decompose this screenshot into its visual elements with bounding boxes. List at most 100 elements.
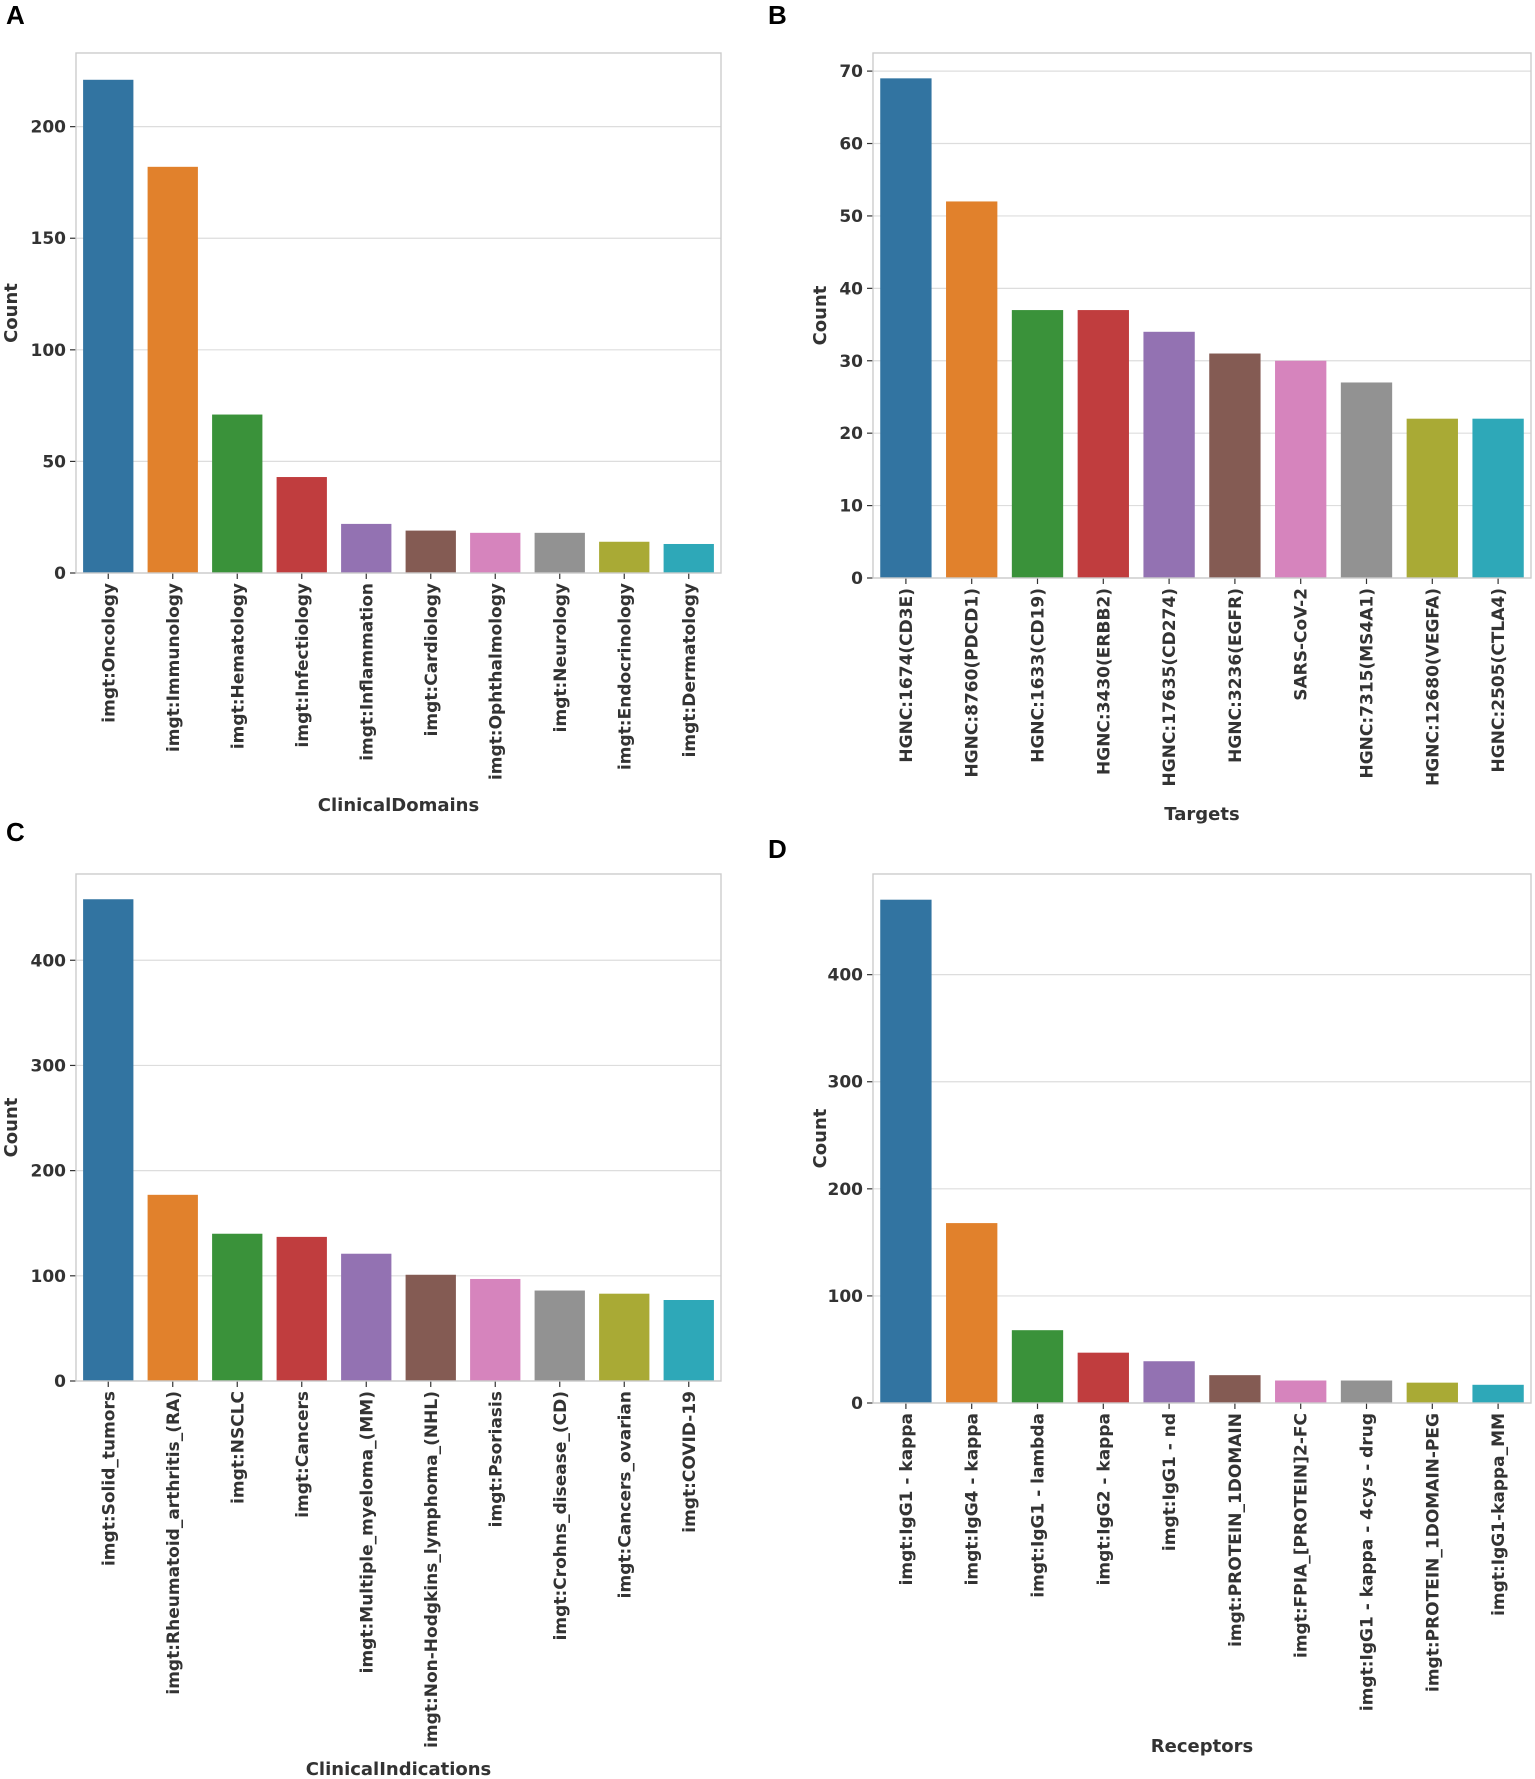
panel-d-bar: [1143, 1361, 1195, 1403]
panel-b-xtick-label: HGNC:3430(ERBB2): [1094, 588, 1114, 775]
panel-c-xtick-label: imgt:NSCLC: [228, 1391, 248, 1504]
panel-d-bar: [880, 899, 932, 1403]
panel-b-bar: [880, 78, 932, 579]
panel-b-bar: [1011, 310, 1064, 578]
panel-c-bar: [276, 1236, 327, 1381]
panel-c-xtick-label: imgt:Crohns_disease_(CD): [551, 1391, 571, 1640]
panel-letter-d: D: [768, 834, 787, 864]
panel-c-bar: [534, 1290, 585, 1381]
panel-b-bar: [1209, 353, 1261, 578]
panel-a-xtick-label: imgt:Hematology: [228, 583, 248, 749]
panel-d-ytick-label: 200: [828, 1180, 864, 1200]
panel-d-xtick-label: imgt:IgG2 - kappa: [1094, 1413, 1114, 1585]
panel-d-bar: [1406, 1382, 1458, 1403]
panel-d-xtick-label: imgt:IgG1-kappa_MM: [1489, 1413, 1509, 1616]
panel-d-plot: 0 100 200 300 400 imgt:IgG1 - kappa imgt:IgG4 …: [810, 873, 1532, 1757]
panel-d-bar: [1011, 1330, 1064, 1403]
panel-c-bar: [599, 1293, 650, 1381]
panel-c-bar: [405, 1274, 456, 1381]
panel-b-bar: [1340, 382, 1393, 578]
panel-b-xtick-label: HGNC:8760(PDCD1): [963, 588, 983, 778]
panel-d-xtick-label: imgt:FPIA_[PROTEIN]2-FC: [1292, 1413, 1312, 1658]
panel-a-plot: 0 50 100 150 200 imgt:Oncology imgt:Immunology…: [1, 52, 722, 816]
panel-b-ytick-label: 20: [839, 424, 863, 444]
panel-a-xtick-label: imgt:Neurology: [551, 583, 571, 732]
panel-c-xtick-label: imgt:Solid_tumors: [99, 1391, 119, 1566]
panel-c-bar: [83, 899, 134, 1381]
panel-b-ytick-label: 10: [839, 497, 863, 517]
panel-c-xtick-label: imgt:COVID-19: [680, 1391, 700, 1533]
panel-a-xtick-label: imgt:Endocrinology: [615, 583, 635, 770]
panel-a-xtick-label: imgt:Immunology: [164, 583, 184, 752]
panel-d-bar: [1340, 1380, 1393, 1403]
panel-d-ylabel: Count: [810, 1108, 831, 1168]
panel-b-plot: 0 10 20 30 40 50 60 70 HGNC:1674(CD3E) HGNC:8760(…: [810, 52, 1532, 825]
panel-b-bar: [1406, 418, 1458, 578]
panel-d-xtick-label: imgt:IgG1 - kappa - 4cys - drug: [1358, 1413, 1378, 1711]
panel-c-bar: [147, 1194, 198, 1381]
panel-c-bar: [663, 1300, 714, 1381]
panel-letter-b: B: [768, 0, 787, 30]
panel-d-xtick-label: imgt:IgG4 - kappa: [963, 1413, 983, 1585]
panel-a: A 0 50 100 150 200 imgt:Oncology imgt:Immunolo…: [1, 0, 722, 816]
panel-a-xtick-label: imgt:Infectiology: [293, 583, 313, 747]
panel-d-xtick-label: imgt:PROTEIN_1DOMAIN: [1226, 1413, 1246, 1647]
panel-a-ytick-label: 100: [31, 341, 67, 361]
panel-a-bar: [83, 79, 134, 573]
panel-a-bar: [599, 541, 650, 573]
panel-b-ytick-label: 40: [839, 279, 863, 299]
panel-a-ytick-label: 150: [31, 229, 67, 249]
panel-b-xtick-label: HGNC:17635(CD274): [1160, 588, 1180, 786]
panel-d-ytick-label: 400: [828, 966, 864, 986]
panel-a-bar: [663, 543, 714, 573]
panel-a-xtick-label: imgt:Dermatology: [680, 583, 700, 757]
panel-d-bar: [946, 1223, 998, 1403]
panel-b: B 0 10 20 30 40 50 60 70 HGNC:1674(CD3E) HGNC:876…: [768, 0, 1532, 825]
panel-a-ylabel: Count: [1, 283, 22, 343]
panel-b-bar: [1472, 418, 1524, 578]
panel-c-plot: 0 100 200 300 400 imgt:Solid_tumors imgt:Rheum…: [1, 873, 722, 1779]
panel-b-bar: [1143, 331, 1195, 578]
panel-b-ytick-label: 60: [839, 135, 863, 155]
panel-a-frame: [75, 52, 722, 574]
panel-a-bar: [341, 523, 392, 573]
panel-d-bar: [1472, 1384, 1524, 1403]
panel-c-ytick-label: 200: [31, 1162, 67, 1182]
panel-d-xtick-label: imgt:IgG1 - lambda: [1029, 1413, 1049, 1598]
panel-a-bar: [470, 532, 521, 573]
panel-a-ytick-label: 50: [42, 452, 66, 472]
panel-b-xtick-label: SARS-CoV-2: [1292, 588, 1312, 701]
panel-a-xtick-label: imgt:Cardiology: [422, 583, 442, 736]
panel-b-ytick-label: 70: [839, 62, 863, 82]
panel-c: C 0 100 200 300 400 imgt:Solid_tumors imgt:Rhe…: [1, 817, 722, 1779]
panel-b-ytick-label: 30: [839, 352, 863, 372]
panel-d-bar: [1209, 1375, 1261, 1403]
panel-c-bar: [470, 1278, 521, 1381]
panel-d-xtick-label: imgt:IgG1 - nd: [1160, 1413, 1180, 1551]
panel-c-ytick-label: 400: [31, 951, 67, 971]
panel-b-frame: [872, 52, 1532, 579]
panel-c-bar: [341, 1253, 392, 1381]
panel-a-bar: [276, 477, 327, 573]
panel-c-xtick-label: imgt:Non-Hodgkins_lymphoma_(NHL): [422, 1391, 442, 1748]
panel-a-bar: [147, 166, 198, 573]
panel-b-ytick-label: 50: [839, 207, 863, 227]
panel-c-xtick-label: imgt:Rheumatoid_arthritis_(RA): [164, 1391, 184, 1695]
panel-c-ytick-label: 0: [54, 1372, 66, 1392]
panel-b-ylabel: Count: [810, 285, 831, 345]
panel-d-bar: [1275, 1380, 1327, 1403]
panel-d-frame: [872, 873, 1532, 1404]
panel-d-xtick-label: imgt:IgG1 - kappa: [897, 1413, 917, 1585]
panel-b-bar: [946, 201, 998, 578]
panel-letter-a: A: [6, 0, 25, 30]
panel-a-ytick-label: 200: [31, 118, 67, 138]
panel-b-xtick-label: HGNC:1633(CD19): [1029, 588, 1049, 763]
panel-b-xtick-label: HGNC:3236(EGFR): [1226, 588, 1246, 763]
panel-c-xtick-label: imgt:Cancers_ovarian: [615, 1391, 635, 1598]
panel-b-xlabel: Targets: [1164, 804, 1239, 825]
panel-b-xtick-label: HGNC:12680(VEGFA): [1423, 588, 1443, 786]
panel-a-ytick-label: 0: [54, 564, 66, 584]
panel-d-ytick-label: 300: [828, 1073, 864, 1093]
panel-letter-c: C: [6, 817, 25, 847]
